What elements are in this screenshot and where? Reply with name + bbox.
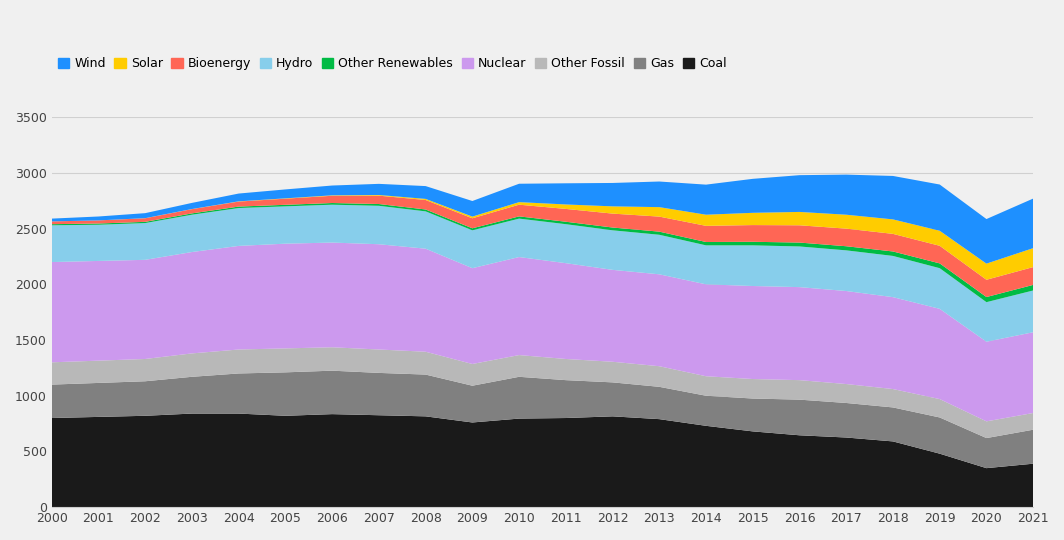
Legend: Wind, Solar, Bioenergy, Hydro, Other Renewables, Nuclear, Other Fossil, Gas, Coa: Wind, Solar, Bioenergy, Hydro, Other Ren… xyxy=(57,57,727,70)
